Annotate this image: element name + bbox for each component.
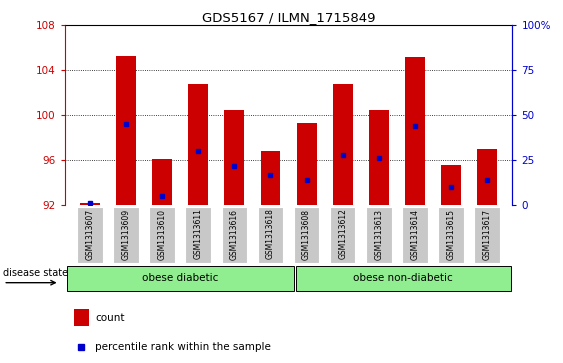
- Text: obese non-diabetic: obese non-diabetic: [353, 273, 453, 283]
- Text: GSM1313612: GSM1313612: [338, 209, 347, 260]
- Bar: [77, 207, 103, 263]
- Bar: [369, 110, 388, 205]
- Text: GSM1313607: GSM1313607: [86, 209, 95, 260]
- Bar: [152, 159, 172, 205]
- Text: GSM1313614: GSM1313614: [410, 209, 419, 260]
- Text: GSM1313611: GSM1313611: [194, 209, 203, 260]
- Bar: [222, 207, 247, 263]
- Bar: [441, 165, 461, 205]
- Text: disease state: disease state: [3, 268, 68, 278]
- Text: count: count: [96, 313, 125, 323]
- Bar: [185, 207, 211, 263]
- Bar: [80, 203, 100, 205]
- Bar: [474, 207, 500, 263]
- Bar: [330, 207, 355, 263]
- Bar: [113, 207, 139, 263]
- Bar: [258, 207, 283, 263]
- Title: GDS5167 / ILMN_1715849: GDS5167 / ILMN_1715849: [202, 11, 376, 24]
- Bar: [333, 84, 352, 205]
- Bar: [225, 110, 244, 205]
- Bar: [296, 266, 511, 291]
- Text: GSM1313609: GSM1313609: [122, 209, 131, 260]
- Bar: [438, 207, 464, 263]
- Bar: [74, 309, 89, 326]
- Text: GSM1313608: GSM1313608: [302, 209, 311, 260]
- Bar: [477, 149, 497, 205]
- Bar: [149, 207, 175, 263]
- Text: GSM1313613: GSM1313613: [374, 209, 383, 260]
- Bar: [366, 207, 392, 263]
- Bar: [402, 207, 428, 263]
- Bar: [405, 57, 425, 205]
- Text: percentile rank within the sample: percentile rank within the sample: [96, 342, 271, 352]
- Text: GSM1313615: GSM1313615: [446, 209, 455, 260]
- Text: GSM1313617: GSM1313617: [482, 209, 491, 260]
- Bar: [116, 56, 136, 205]
- Bar: [294, 207, 319, 263]
- Bar: [261, 151, 280, 205]
- Text: GSM1313616: GSM1313616: [230, 209, 239, 260]
- Bar: [297, 123, 316, 205]
- Bar: [66, 266, 294, 291]
- Text: GSM1313618: GSM1313618: [266, 209, 275, 260]
- Bar: [189, 84, 208, 205]
- Text: GSM1313610: GSM1313610: [158, 209, 167, 260]
- Text: obese diabetic: obese diabetic: [142, 273, 218, 283]
